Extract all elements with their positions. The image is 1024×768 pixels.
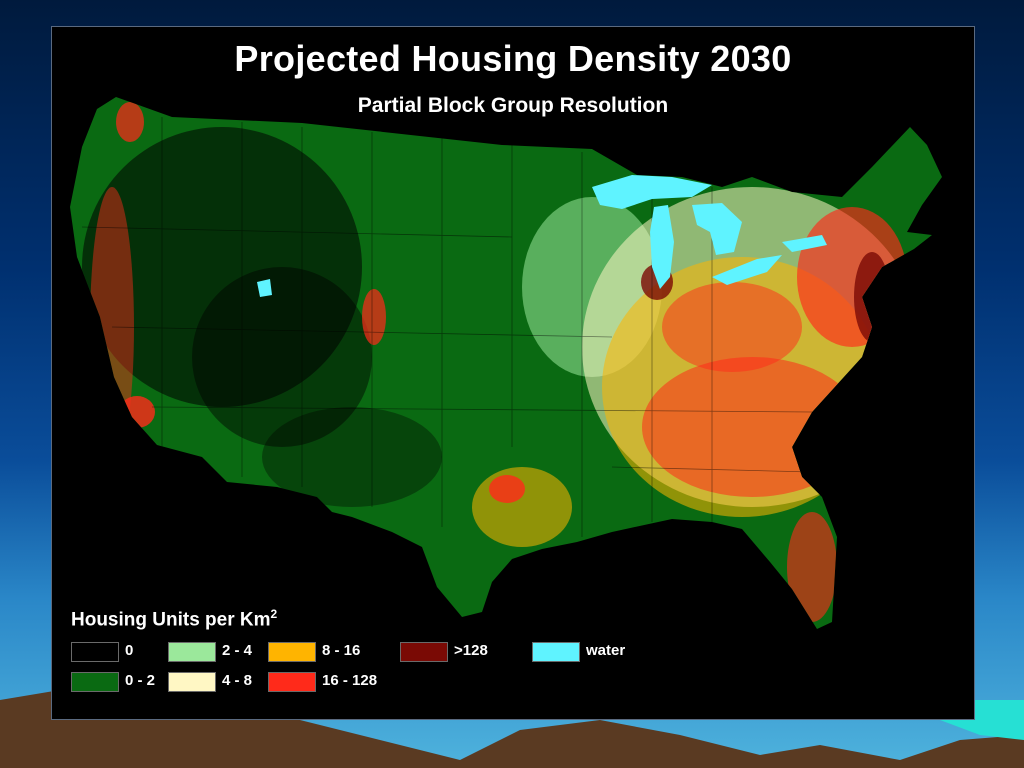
legend-title-superscript: 2 bbox=[270, 607, 278, 621]
mountain-silhouette bbox=[0, 690, 1024, 768]
legend-title: Housing Units per Km2 bbox=[71, 607, 277, 631]
state-boundaries bbox=[81, 117, 813, 537]
density-region-great-basin bbox=[192, 267, 372, 447]
density-region-socal bbox=[119, 396, 155, 428]
legend-label-0: 0 bbox=[125, 642, 134, 659]
legend-swatch-4-8 bbox=[168, 672, 216, 692]
density-region-northeast-red bbox=[797, 207, 907, 347]
us-housing-density-map: Projected Housing Density 2030 Partial B… bbox=[70, 38, 942, 629]
lake-huron bbox=[692, 203, 742, 255]
map-title: Projected Housing Density 2030 bbox=[234, 38, 791, 79]
map-panel: Projected Housing Density 2030 Partial B… bbox=[51, 26, 975, 720]
us-landmass bbox=[70, 97, 942, 629]
density-region-west-sparse bbox=[82, 127, 362, 407]
map-subtitle: Partial Block Group Resolution bbox=[358, 94, 668, 117]
legend-label-8-16: 8 - 16 bbox=[322, 642, 361, 659]
legend-label-16-128: 16 - 128 bbox=[322, 672, 378, 689]
lake-ontario bbox=[782, 235, 827, 252]
density-region-florida bbox=[787, 512, 837, 622]
legend-label-gt128: >128 bbox=[454, 642, 488, 659]
legend-swatch-gt128 bbox=[400, 642, 448, 662]
density-region-southeast-red bbox=[642, 357, 862, 497]
great-lakes bbox=[257, 175, 827, 297]
density-region-seattle bbox=[116, 102, 144, 142]
great-salt-lake bbox=[257, 279, 272, 297]
legend-label-0-2: 0 - 2 bbox=[125, 672, 156, 689]
legend-swatch-2-4 bbox=[168, 642, 216, 662]
lake-erie bbox=[712, 255, 782, 285]
legend-label-2-4: 2 - 4 bbox=[222, 642, 253, 659]
legend-swatch-0-2 bbox=[71, 672, 119, 692]
legend-swatch-water bbox=[532, 642, 580, 662]
lake-superior bbox=[592, 175, 712, 209]
density-region-denver bbox=[362, 289, 386, 345]
legend-label-water: water bbox=[586, 642, 626, 659]
density-region-megalopolis bbox=[854, 252, 890, 342]
legend-label-4-8: 4 - 8 bbox=[222, 672, 253, 689]
legend-swatch-8-16 bbox=[268, 642, 316, 662]
lake-michigan bbox=[650, 205, 674, 289]
density-region-dallas bbox=[489, 475, 525, 503]
legend-swatch-0 bbox=[71, 642, 119, 662]
density-region-ohio-valley bbox=[662, 282, 802, 372]
legend-swatch-16-128 bbox=[268, 672, 316, 692]
density-region-southwest bbox=[262, 407, 442, 507]
legend-title-text: Housing Units per Km bbox=[71, 609, 271, 631]
density-region-texas bbox=[472, 467, 572, 547]
